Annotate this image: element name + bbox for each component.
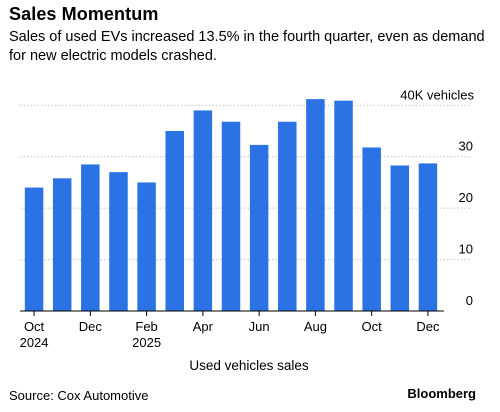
bar-jan-2025 xyxy=(109,172,128,311)
bar-aug-2025 xyxy=(306,99,325,311)
x-tick-label: 2024 xyxy=(20,335,49,350)
bars xyxy=(24,99,438,312)
bar-feb-2025 xyxy=(137,182,156,311)
bar-dec-2024 xyxy=(81,164,100,311)
x-tick-label: Oct xyxy=(24,319,45,334)
bar-nov-2024 xyxy=(52,178,72,311)
x-tick-label: Aug xyxy=(304,319,327,334)
brand-logo-text: Bloomberg xyxy=(407,386,476,401)
y-tick-label: 20 xyxy=(459,190,473,205)
bar-jul-2025 xyxy=(278,121,297,312)
x-tick-label: Jun xyxy=(249,319,270,334)
source-note: Source: Cox Automotive xyxy=(9,388,149,403)
x-tick-label: Oct xyxy=(362,319,383,334)
x-tick-label: Dec xyxy=(79,319,103,334)
bar-mar-2025 xyxy=(165,131,184,311)
chart-title: Sales Momentum xyxy=(9,4,159,24)
y-axis-labels: 0 10 20 30 40K vehicles xyxy=(400,87,474,308)
y-tick-label: 40K vehicles xyxy=(400,87,474,102)
x-axis xyxy=(20,310,444,316)
bar-oct-2024 xyxy=(24,187,44,311)
bar-may-2025 xyxy=(221,121,241,312)
bar-nov-2025 xyxy=(390,165,410,311)
y-tick-label: 0 xyxy=(466,293,473,308)
bar-apr-2025 xyxy=(193,110,213,312)
x-axis-title: Used vehicles sales xyxy=(189,358,309,373)
bar-jun-2025 xyxy=(249,144,269,311)
x-tick-label: Apr xyxy=(193,319,214,334)
bar-sep-2025 xyxy=(334,100,353,311)
y-tick-label: 10 xyxy=(459,242,473,257)
chart-subtitle: Sales of used EVs increased 13.5% in the… xyxy=(9,29,485,64)
y-tick-label: 30 xyxy=(459,139,473,154)
bar-dec-2025 xyxy=(418,163,438,311)
x-tick-label: 2025 xyxy=(132,335,161,350)
bar-oct-2025 xyxy=(362,147,381,311)
x-tick-label: Dec xyxy=(416,319,440,334)
x-tick-label: Feb xyxy=(135,319,157,334)
